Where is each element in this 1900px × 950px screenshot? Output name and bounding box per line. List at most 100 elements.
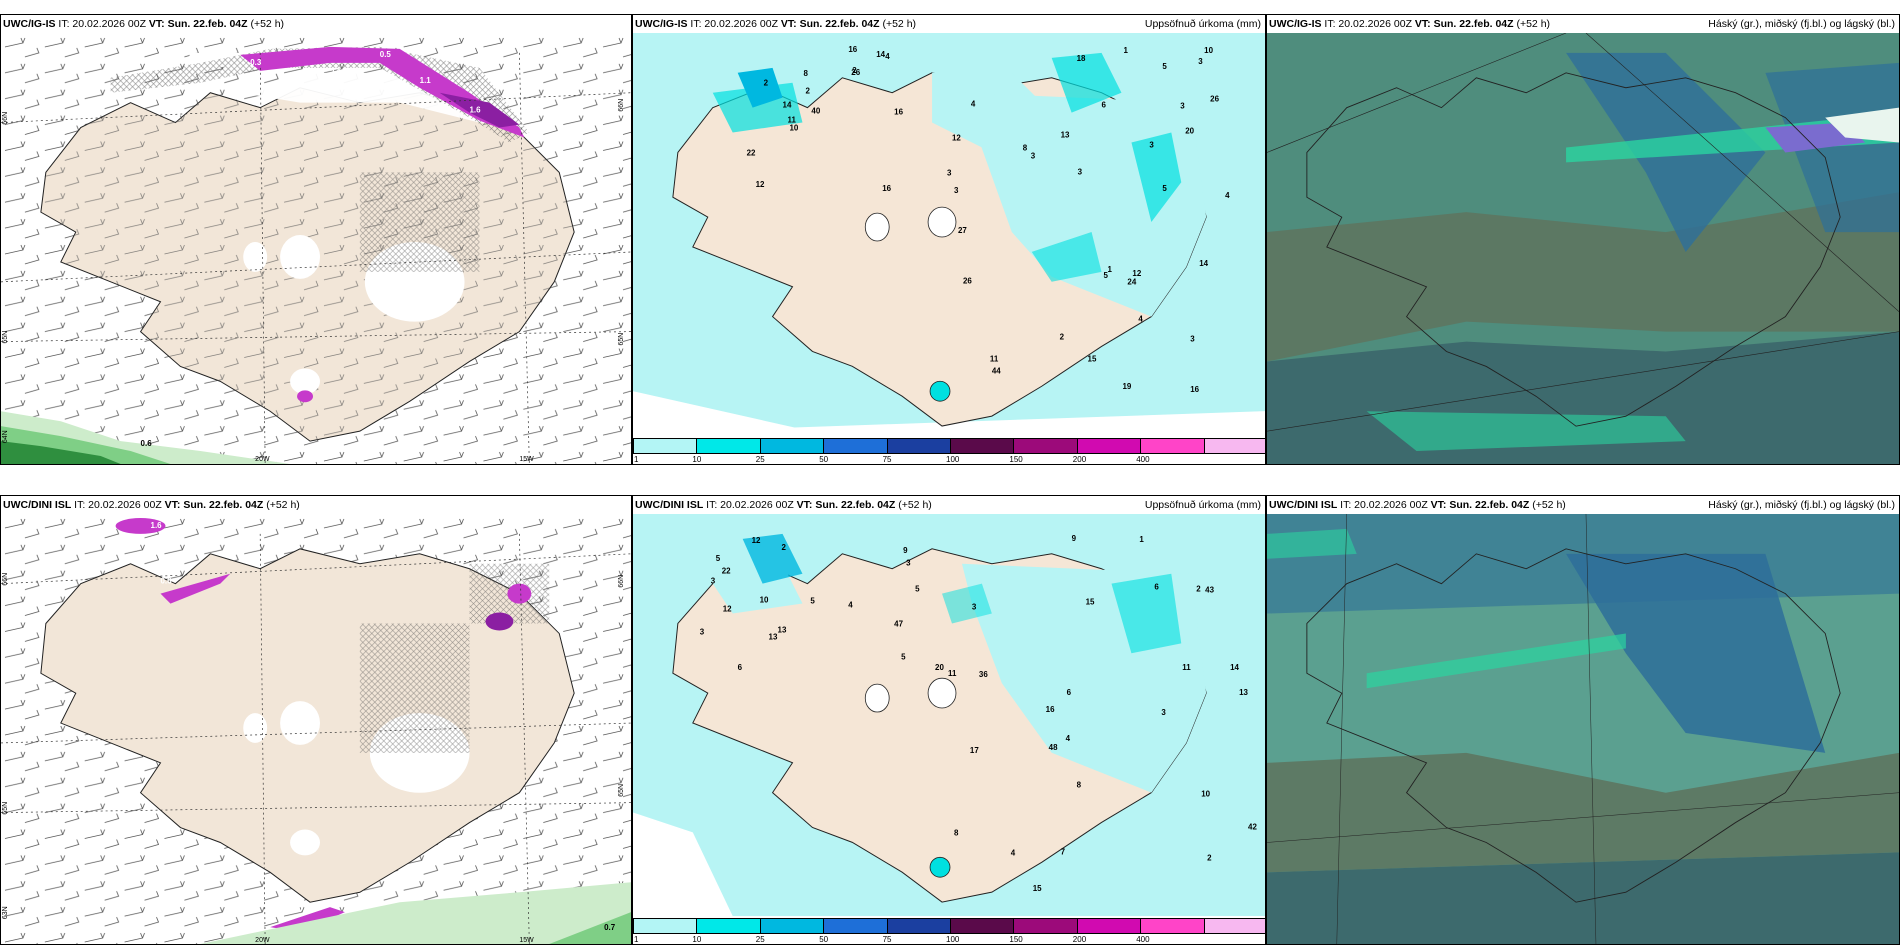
cloud-map: [1267, 514, 1899, 944]
precip-value: 3: [1190, 334, 1195, 343]
precip-value: 16: [1046, 705, 1055, 714]
precip-value: 12: [752, 536, 761, 545]
precip-value: 1: [1123, 46, 1128, 55]
wind-map: 66N 65N 66N 65N 63N 20W 15W 0.7 1.6 0.6 …: [1, 514, 631, 944]
precip-value: 47: [894, 619, 903, 628]
precip-value: 16: [848, 45, 857, 54]
precip-map: 3 2 3 10 13 12 5 6 22 36 43 11 16 17 11 6 9 5 7 8 10 13 47 42 48…: [633, 514, 1265, 916]
colorbar-swatch: [950, 918, 1015, 934]
colorbar-tick: 200: [1072, 935, 1087, 944]
lat-label: 65N: [618, 333, 625, 346]
lat-label: 65N: [618, 784, 625, 797]
precip-value: 10: [790, 124, 799, 133]
precip-value: 16: [1190, 385, 1199, 394]
cloud-map: [1267, 33, 1899, 464]
precip-value: 8: [1077, 781, 1082, 790]
value-label: 2.6: [330, 68, 342, 77]
precip-value: 3: [906, 559, 911, 568]
lat-label: 66N: [2, 112, 9, 125]
precip-value: 3: [1031, 151, 1036, 160]
precip-value: 27: [958, 226, 967, 235]
colorbar-swatch: [696, 918, 761, 934]
precip-value: 14: [876, 50, 885, 59]
colorbar: 1 10 25 50 75 100 150 200 400: [633, 436, 1265, 464]
colorbar-tick: 150: [1009, 455, 1023, 464]
precip-value: 8: [803, 69, 808, 78]
precip-value: 6: [1102, 101, 1107, 110]
colorbar-tick: 75: [882, 935, 892, 944]
colorbar: 1 10 25 50 75 100 150 200 400: [633, 916, 1265, 944]
precip-value: 4: [971, 100, 976, 109]
precip-value: 26: [851, 68, 860, 77]
precip-value: 2: [1207, 853, 1212, 862]
precip-value: 24: [1127, 278, 1136, 287]
precip-value: 4: [1138, 315, 1143, 324]
panel-clouds-dini: UWC/DINI ISL IT: 20.02.2026 00Z VT: Sun.…: [1266, 495, 1900, 945]
precip-value: 2: [1196, 585, 1201, 594]
precip-value: 6: [738, 663, 743, 672]
precip-value: 7: [1061, 847, 1066, 856]
precip-value: 13: [1061, 130, 1070, 139]
colorbar-swatch: [886, 438, 951, 454]
colorbar-swatch: [823, 438, 888, 454]
lon-label: 20W: [255, 937, 270, 944]
precip-value: 13: [769, 632, 778, 641]
precip-value: 26: [963, 277, 972, 286]
lat-label: 64N: [2, 430, 9, 443]
panel-wind-igis: UWC/IG-IS IT: 20.02.2026 00Z VT: Sun. 22…: [0, 14, 632, 465]
colorbar-tick: 75: [882, 455, 892, 464]
lat-label: 65N: [2, 802, 9, 815]
value-label: 0.5: [298, 905, 310, 914]
precip-value: 3: [700, 627, 705, 636]
precip-value: 8: [1023, 143, 1028, 152]
value-label: 0.5: [380, 50, 392, 59]
precip-value: 3: [1078, 167, 1083, 176]
colorbar-tick: 1: [634, 935, 639, 944]
colorbar-tick: 1: [634, 455, 639, 464]
precip-value: 5: [1104, 271, 1109, 280]
colorbar-swatch: [1076, 918, 1142, 934]
precip-value: 12: [952, 133, 961, 142]
precip-value: 5: [810, 597, 815, 606]
precip-value: 10: [1204, 46, 1213, 55]
precip-value: 12: [756, 180, 765, 189]
precip-value: 16: [894, 108, 903, 117]
panel-clouds-igis: UWC/IG-IS IT: 20.02.2026 00Z VT: Sun. 22…: [1266, 14, 1900, 465]
lat-label: 66N: [618, 99, 625, 112]
precip-value: 1: [1107, 265, 1112, 274]
colorbar-tick: 100: [946, 455, 960, 464]
colorbar-tick: 50: [819, 935, 829, 944]
colorbar-tick: 400: [1136, 455, 1150, 464]
precip-value: 3: [947, 168, 952, 177]
panel-precip-igis: UWC/IG-IS IT: 20.02.2026 00Z VT: Sun. 22…: [632, 14, 1266, 465]
precip-value: 14: [783, 101, 792, 110]
precip-value: 14: [1230, 663, 1239, 672]
precip-value: 4: [848, 601, 853, 610]
value-label: 0.6: [141, 439, 153, 448]
precip-values: 3231013125622364311161711695781013474248…: [700, 534, 1258, 893]
colorbar-swatch: [1203, 438, 1265, 454]
precip-value: 3: [972, 603, 977, 612]
precip-value: 5: [716, 554, 721, 563]
precip-value: 5: [1162, 184, 1167, 193]
precip-value: 15: [1086, 598, 1095, 607]
colorbar-swatch: [950, 438, 1015, 454]
lat-label: 66N: [618, 575, 625, 588]
colorbar-swatch: [1013, 918, 1078, 934]
precip-value: 6: [1067, 688, 1072, 697]
precip-value: 8: [954, 828, 959, 837]
panel-title: UWC/DINI ISL IT: 20.02.2026 00Z VT: Sun.…: [635, 499, 932, 511]
colorbar-tick: 25: [755, 935, 765, 944]
precip-value: 3: [954, 186, 959, 195]
precip-value: 2: [782, 543, 787, 552]
precip-value: 42: [1248, 822, 1257, 831]
panel-title: UWC/IG-IS IT: 20.02.2026 00Z VT: Sun. 22…: [3, 18, 285, 30]
colorbar-tick: 50: [819, 455, 829, 464]
colorbar-swatch: [696, 438, 761, 454]
value-label: 2.4: [352, 68, 364, 77]
precip-value: 14: [1199, 259, 1208, 268]
colorbar-swatch: [823, 918, 888, 934]
precip-value: 13: [778, 625, 787, 634]
colorbar-swatch: [633, 438, 698, 454]
value-label: 0.7: [604, 923, 616, 932]
